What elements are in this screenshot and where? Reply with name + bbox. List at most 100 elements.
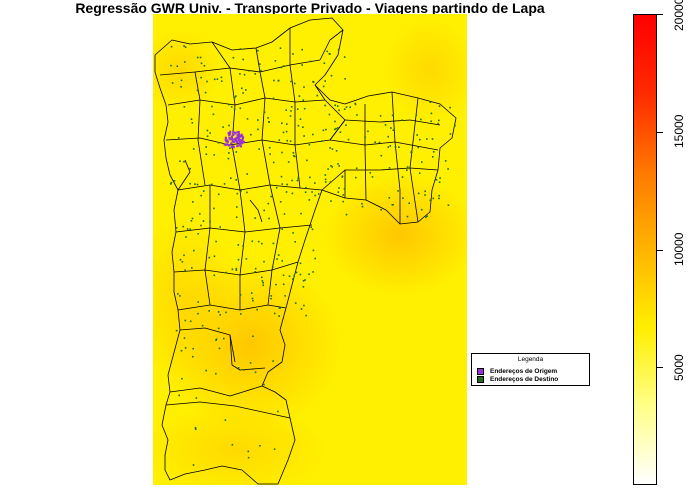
- destination-point: [218, 347, 221, 350]
- destination-point: [299, 118, 302, 120]
- origin-point: [231, 140, 234, 143]
- destination-point: [201, 324, 204, 327]
- destination-point: [217, 193, 220, 196]
- destination-point: [185, 236, 187, 238]
- destination-points: [170, 45, 456, 466]
- destination-point: [387, 146, 390, 148]
- destination-point: [330, 200, 332, 202]
- destination-point: [200, 62, 203, 65]
- destination-point: [257, 49, 259, 52]
- destination-point: [392, 129, 395, 131]
- destination-point: [282, 131, 285, 134]
- destination-point: [183, 106, 186, 108]
- destination-point: [247, 450, 250, 453]
- destination-point: [425, 216, 427, 218]
- origin-point: [236, 141, 239, 144]
- destination-point: [250, 133, 252, 136]
- origin-point: [226, 140, 229, 143]
- destination-point: [292, 152, 295, 154]
- destination-point: [292, 232, 294, 234]
- destination-point: [251, 297, 254, 300]
- destination-point: [232, 56, 235, 59]
- legend-item-origin: Endereços de Origem: [477, 368, 557, 375]
- destination-point: [250, 292, 253, 294]
- map-legend: Legenda Endereços de Origem Endereços de…: [471, 353, 590, 386]
- destination-point: [189, 167, 191, 170]
- origin-point: [230, 135, 233, 138]
- destination-point: [417, 192, 420, 195]
- destination-point: [235, 216, 238, 218]
- destination-point: [447, 168, 449, 170]
- destination-point: [240, 190, 242, 192]
- destination-point: [281, 183, 284, 185]
- destination-point: [309, 60, 312, 63]
- destination-point: [194, 428, 197, 430]
- destination-point: [270, 297, 272, 300]
- destination-point: [261, 280, 264, 282]
- destination-point: [291, 192, 294, 195]
- destination-point: [233, 108, 236, 111]
- destination-point: [211, 183, 213, 186]
- origin-point: [238, 143, 242, 146]
- destination-point: [292, 155, 295, 157]
- destination-point: [229, 147, 231, 149]
- destination-point: [243, 73, 246, 76]
- destination-point: [398, 146, 400, 148]
- destination-point: [246, 173, 248, 175]
- destination-point: [444, 160, 447, 162]
- destination-point: [349, 106, 351, 108]
- destination-point: [308, 199, 311, 201]
- destination-point: [296, 108, 299, 110]
- destination-point: [272, 97, 275, 100]
- destination-point: [202, 190, 205, 192]
- destination-point: [196, 89, 199, 92]
- destination-point: [225, 311, 227, 314]
- destination-point: [286, 123, 288, 125]
- destination-point: [334, 128, 336, 131]
- destination-point: [219, 226, 221, 228]
- destination-point: [247, 456, 250, 459]
- map-title: Regressão GWR Univ. - Transporte Privado…: [75, 0, 545, 16]
- destination-point: [397, 190, 399, 192]
- origin-point: [229, 138, 232, 141]
- origin-point: [234, 131, 237, 134]
- destination-point: [223, 337, 225, 340]
- destination-point: [273, 79, 275, 82]
- destination-point: [199, 56, 202, 59]
- origin-point: [241, 136, 245, 139]
- destination-point: [416, 134, 418, 136]
- destination-point: [254, 271, 257, 273]
- destination-point: [175, 329, 178, 332]
- destination-point: [304, 279, 306, 281]
- destination-point: [215, 240, 217, 243]
- destination-point: [324, 104, 326, 107]
- destination-point: [345, 106, 348, 108]
- destination-point: [193, 249, 195, 252]
- destination-point: [303, 135, 305, 137]
- origin-point: [232, 145, 235, 148]
- destination-point: [254, 73, 256, 75]
- destination-point: [252, 335, 254, 338]
- destination-point: [330, 74, 333, 77]
- destination-point: [270, 295, 273, 297]
- destination-point: [336, 105, 339, 107]
- destination-point: [429, 199, 432, 202]
- destination-point: [213, 255, 216, 257]
- destination-point: [406, 166, 409, 168]
- destination-point: [367, 130, 369, 133]
- destination-point: [239, 73, 241, 75]
- destination-point: [327, 168, 329, 170]
- destination-point: [437, 122, 439, 125]
- destination-point: [420, 208, 423, 211]
- destination-point: [341, 176, 343, 178]
- origin-point: [242, 140, 245, 144]
- destination-point: [281, 228, 283, 230]
- destination-point: [424, 190, 426, 193]
- destination-point: [394, 146, 397, 148]
- destination-point: [300, 212, 302, 215]
- destination-point: [295, 271, 298, 274]
- origin-point: [237, 144, 240, 147]
- destination-point: [170, 45, 173, 48]
- destination-point: [272, 360, 274, 362]
- destination-point: [263, 383, 265, 386]
